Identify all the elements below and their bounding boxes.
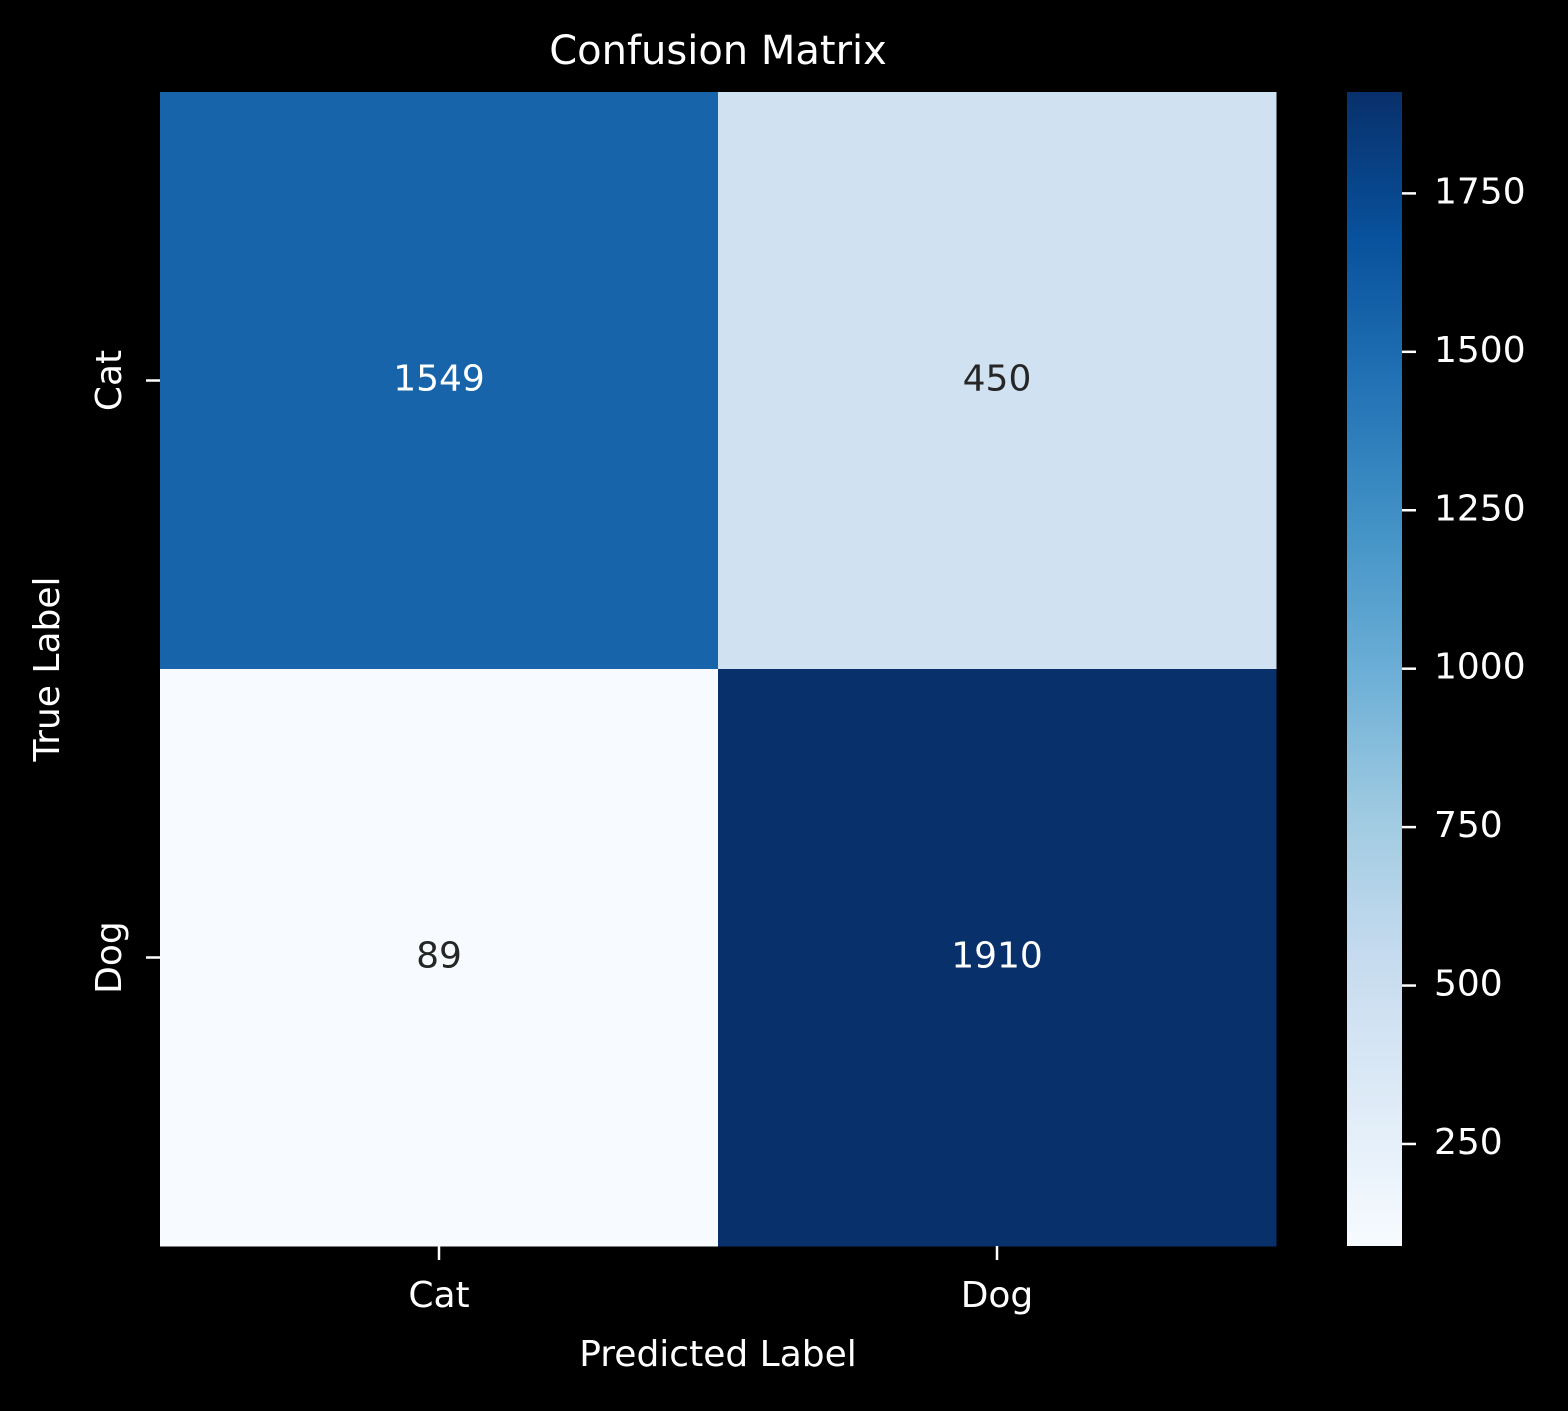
cell-annotations: 1549 450 89 1910 xyxy=(393,359,1043,977)
x-axis: Cat Dog xyxy=(408,1246,1033,1316)
y-tick-label: Dog xyxy=(89,921,130,994)
heatmap-cell-cat-dog xyxy=(718,92,1277,670)
y-axis-label: True Label xyxy=(27,576,68,762)
colorbar-tick-label: 1500 xyxy=(1434,330,1526,371)
heatmap-cells xyxy=(160,92,1277,1247)
colorbar-tick-label: 750 xyxy=(1434,805,1503,846)
x-tick-label: Cat xyxy=(408,1275,469,1316)
heatmap-cell-dog-cat xyxy=(160,669,719,1247)
colorbar-ticks: 250 500 750 1000 1250 1500 1750 xyxy=(1402,171,1526,1163)
y-axis: Cat Dog xyxy=(89,350,160,994)
heatmap-cell-cat-cat xyxy=(160,92,719,670)
cell-value-label: 1549 xyxy=(393,359,485,400)
cell-value-label: 89 xyxy=(416,936,462,977)
x-tick-label: Dog xyxy=(961,1275,1034,1316)
colorbar-tick-label: 1250 xyxy=(1434,488,1526,529)
cell-value-label: 450 xyxy=(963,359,1032,400)
colorbar-tick-label: 250 xyxy=(1434,1122,1503,1163)
heatmap-cell-dog-dog xyxy=(718,669,1277,1247)
chart-title: Confusion Matrix xyxy=(549,28,887,74)
x-axis-label: Predicted Label xyxy=(579,1334,857,1375)
colorbar xyxy=(1347,92,1402,1246)
y-tick-label: Cat xyxy=(89,350,130,411)
colorbar-tick-label: 500 xyxy=(1434,964,1503,1005)
cell-value-label: 1910 xyxy=(951,936,1043,977)
colorbar-tick-label: 1750 xyxy=(1434,171,1526,212)
colorbar-tick-label: 1000 xyxy=(1434,647,1526,688)
